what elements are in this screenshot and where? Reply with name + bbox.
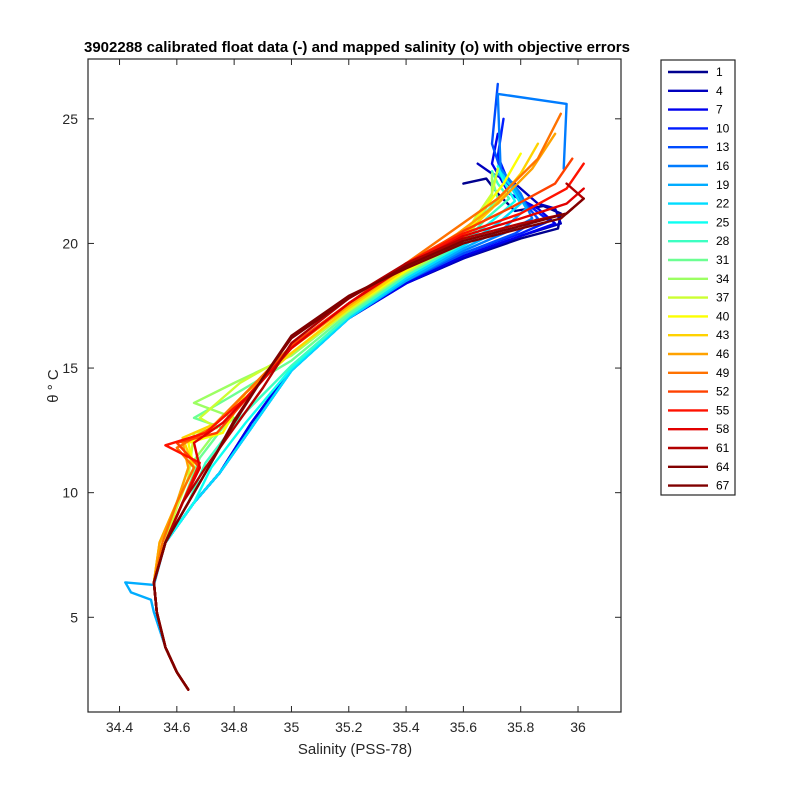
- legend-entry-25: 25: [668, 215, 730, 229]
- x-tick-label: 35.8: [507, 719, 534, 735]
- legend-label: 34: [716, 272, 730, 286]
- x-tick-label: 34.8: [221, 719, 248, 735]
- legend-label: 4: [716, 84, 723, 98]
- legend-label: 55: [716, 403, 730, 417]
- y-axis: 5 10 15 20 25: [62, 111, 621, 625]
- legend-label: 46: [716, 347, 730, 361]
- legend-entry-37: 37: [668, 291, 730, 305]
- legend-label: 52: [716, 385, 730, 399]
- legend-label: 16: [716, 159, 730, 173]
- x-tick-label: 35.4: [392, 719, 419, 735]
- legend-entry-4: 4: [668, 84, 723, 98]
- x-axis: 34.4 34.6 34.8 35 35.2 35.4 35.6 35.8 36: [106, 59, 586, 735]
- legend-label: 64: [716, 460, 730, 474]
- legend-entry-64: 64: [668, 460, 730, 474]
- legend-entry-49: 49: [668, 366, 730, 380]
- legend-label: 1: [716, 65, 723, 79]
- legend-label: 37: [716, 291, 730, 305]
- legend-entry-7: 7: [668, 103, 723, 117]
- legend-label: 13: [716, 140, 730, 154]
- x-tick-label: 35.6: [450, 719, 477, 735]
- legend-entry-28: 28: [668, 234, 730, 248]
- legend-entry-22: 22: [668, 197, 730, 211]
- legend-box: [660, 59, 736, 496]
- legend-entry-40: 40: [668, 309, 730, 323]
- legend-label: 40: [716, 309, 730, 323]
- legend-label: 49: [716, 366, 730, 380]
- y-tick-label: 15: [62, 360, 78, 376]
- legend-label: 10: [716, 121, 730, 135]
- y-tick-label: 5: [70, 609, 78, 625]
- legend-entry-1: 1: [668, 65, 723, 79]
- legend-entry-67: 67: [668, 479, 730, 493]
- series-layer: [124, 82, 585, 691]
- legend-label: 58: [716, 422, 730, 436]
- y-axis-label: θ ° C: [45, 369, 62, 403]
- y-tick-label: 20: [62, 235, 78, 251]
- legend-label: 25: [716, 215, 730, 229]
- x-axis-label: Salinity (PSS-78): [298, 741, 412, 758]
- legend-label: 31: [716, 253, 730, 267]
- legend-entry-55: 55: [668, 403, 730, 417]
- legend-entry-46: 46: [668, 347, 730, 361]
- plot-area: 34.4 34.6 34.8 35 35.2 35.4 35.6 35.8 36 5 10 15 20…: [62, 58, 622, 735]
- legend-entry-19: 19: [668, 178, 730, 192]
- chart-title: 3902288 calibrated float data (-) and ma…: [84, 39, 630, 56]
- legend-entry-10: 10: [668, 121, 730, 135]
- legend-entry-31: 31: [668, 253, 730, 267]
- legend: 1 4 7 10 13 16 19 22 25 28 31 34 37 40 43 46 49 52 55 58 61 6…: [660, 59, 736, 496]
- legend-label: 22: [716, 197, 730, 211]
- y-tick-label: 25: [62, 111, 78, 127]
- legend-label: 61: [716, 441, 730, 455]
- x-tick-label: 34.6: [163, 719, 190, 735]
- legend-label: 43: [716, 328, 730, 342]
- series-line-67: [152, 207, 574, 691]
- legend-entry-13: 13: [668, 140, 730, 154]
- y-tick-label: 10: [62, 485, 78, 501]
- plot-frame: [87, 58, 622, 713]
- legend-entry-16: 16: [668, 159, 730, 173]
- legend-label: 28: [716, 234, 730, 248]
- x-tick-label: 35.2: [335, 719, 362, 735]
- legend-entry-34: 34: [668, 272, 730, 286]
- x-tick-label: 34.4: [106, 719, 133, 735]
- x-tick-label: 35: [284, 719, 300, 735]
- x-tick-label: 36: [570, 719, 586, 735]
- legend-label: 67: [716, 479, 730, 493]
- legend-label: 7: [716, 103, 723, 117]
- legend-entry-61: 61: [668, 441, 730, 455]
- legend-entry-52: 52: [668, 385, 730, 399]
- legend-entry-43: 43: [668, 328, 730, 342]
- legend-label: 19: [716, 178, 730, 192]
- legend-entry-58: 58: [668, 422, 730, 436]
